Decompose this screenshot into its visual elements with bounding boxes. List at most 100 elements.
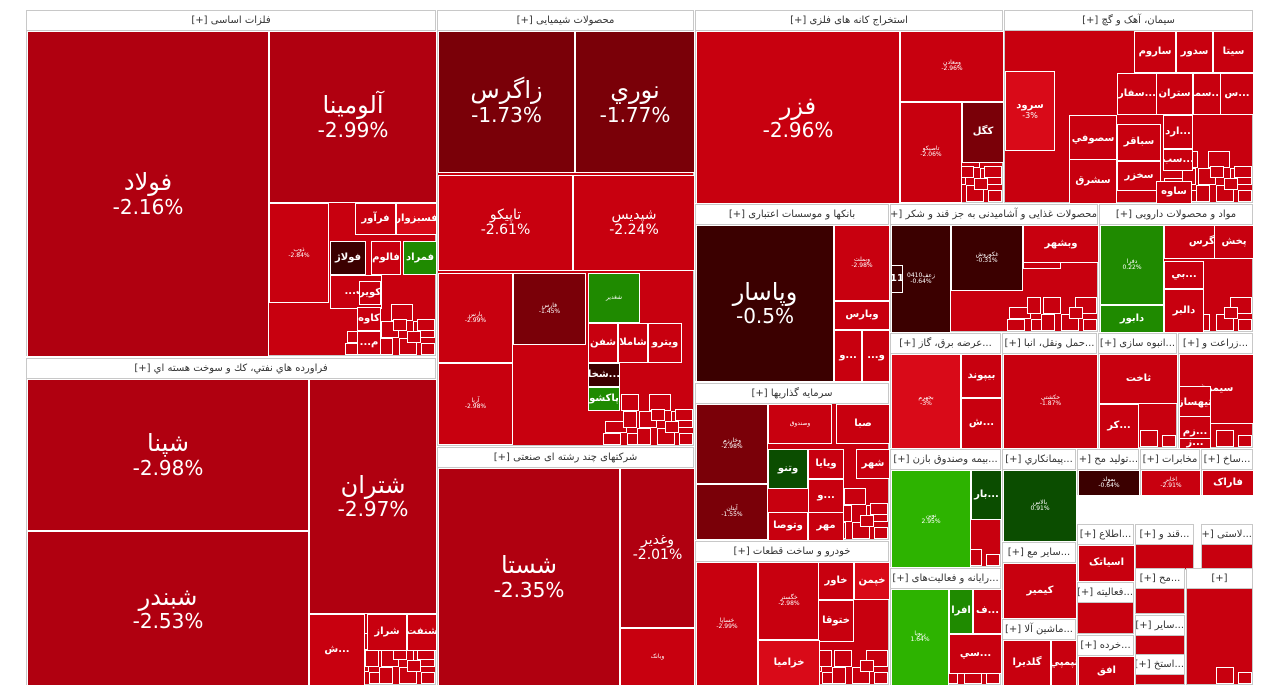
- stock-tile[interactable]: خپمن: [854, 562, 890, 600]
- minor-stock-tile[interactable]: [1043, 297, 1061, 314]
- stock-tile[interactable]: رپویا 1.64%: [891, 589, 949, 686]
- stock-tile[interactable]: فزر -2.96%: [696, 31, 900, 204]
- minor-stock-tile[interactable]: [379, 338, 393, 355]
- stock-tile[interactable]: مهر: [808, 512, 844, 541]
- minor-stock-tile[interactable]: [603, 433, 621, 445]
- minor-stock-tile[interactable]: [1162, 435, 1176, 447]
- sector-header[interactable]: شرکتهای چند رشته ای صنعتی [+]: [438, 448, 693, 468]
- stock-tile[interactable]: سباقر: [1117, 124, 1161, 161]
- stock-tile[interactable]: سدور: [1176, 31, 1213, 73]
- minor-stock-tile[interactable]: [1238, 435, 1252, 447]
- stock-tile[interactable]: شپنا -2.98%: [27, 379, 309, 531]
- minor-stock-tile[interactable]: [1083, 319, 1097, 331]
- stock-tile[interactable]: شاملا: [618, 323, 648, 363]
- stock-tile[interactable]: بالاس 0.91%: [1003, 470, 1077, 542]
- stock-tile[interactable]: ...ش: [961, 398, 1002, 449]
- stock-tile[interactable]: فرآور: [355, 203, 396, 235]
- stock-tile[interactable]: شبندر -2.53%: [27, 531, 309, 686]
- minor-stock-tile[interactable]: [679, 433, 693, 445]
- stock-tile[interactable]: فولاد -2.16%: [27, 31, 269, 357]
- stock-tile[interactable]: غکوروش -0.31%: [951, 225, 1023, 291]
- sector-header[interactable]: ...حمل ونقل، انبا [+]: [1003, 334, 1096, 354]
- stock-tile[interactable]: ...کر: [1099, 404, 1139, 449]
- stock-tile[interactable]: ساوه: [1156, 181, 1192, 204]
- stock-tile[interactable]: ...بار: [971, 470, 1002, 520]
- sector-header[interactable]: ...ساخ [+]: [1202, 450, 1252, 470]
- sector-header[interactable]: محصولات شیمیایی [+]: [438, 11, 693, 31]
- stock-tile[interactable]: شراز: [367, 614, 407, 651]
- minor-stock-tile[interactable]: [874, 672, 888, 684]
- stock-tile[interactable]: دابور: [1100, 305, 1164, 333]
- stock-tile[interactable]: ...س: [1220, 73, 1254, 115]
- minor-stock-tile[interactable]: [844, 488, 866, 505]
- stock-tile[interactable]: بجهرم -3%: [891, 354, 961, 449]
- minor-stock-tile[interactable]: [675, 409, 693, 421]
- minor-stock-tile[interactable]: [623, 411, 637, 428]
- stock-tile[interactable]: وخارزم -2.98%: [696, 404, 768, 484]
- stock-tile[interactable]: افرا: [949, 589, 973, 634]
- minor-stock-tile[interactable]: [818, 650, 832, 667]
- minor-stock-tile[interactable]: [651, 409, 665, 421]
- stock-tile[interactable]: ...و: [834, 330, 862, 382]
- stock-tile[interactable]: تاصیکو -2.06%: [900, 102, 962, 203]
- stock-tile[interactable]: وبشهر: [1023, 225, 1099, 263]
- stock-tile[interactable]: سرود -3%: [1005, 71, 1055, 151]
- stock-tile[interactable]: ...شخا: [588, 363, 620, 387]
- sector-header[interactable]: مخابرات [+]: [1141, 450, 1199, 470]
- sector-header[interactable]: ...تولید مح [+]: [1078, 450, 1138, 470]
- sector-header[interactable]: استخراج کانه های فلزی [+]: [696, 11, 1002, 31]
- stock-tile[interactable]: وبانک: [620, 628, 695, 686]
- stock-tile[interactable]: سشرق: [1069, 159, 1117, 204]
- stock-tile[interactable]: پاکشو: [588, 387, 620, 411]
- stock-tile[interactable]: فالوم: [371, 241, 401, 275]
- stock-tile[interactable]: تاپیکو -2.61%: [438, 175, 573, 271]
- sector-header[interactable]: ...مح [+]: [1136, 569, 1184, 589]
- stock-tile[interactable]: ومعادن -2.96%: [900, 31, 1004, 102]
- sector-header[interactable]: ...انبوه سازی [+]: [1099, 334, 1176, 354]
- stock-tile[interactable]: ...سي: [949, 634, 1002, 674]
- stock-tile[interactable]: سصوفي: [1069, 115, 1117, 163]
- stock-tile[interactable]: شغدیر: [588, 273, 640, 323]
- minor-stock-tile[interactable]: [860, 660, 874, 672]
- stock-tile[interactable]: زاگرس -1.73%: [438, 31, 575, 173]
- sector-header[interactable]: ...سایر مع [+]: [1003, 543, 1075, 563]
- stock-tile[interactable]: دالبر: [1164, 289, 1204, 333]
- stock-tile[interactable]: کویر: [359, 281, 381, 305]
- stock-tile[interactable]: اسیاتک: [1078, 545, 1135, 582]
- stock-tile[interactable]: ...ف: [973, 589, 1002, 634]
- stock-tile[interactable]: فولاژ: [330, 241, 366, 275]
- minor-stock-tile[interactable]: [365, 650, 379, 667]
- sector-header[interactable]: ...پیمانکاري [+]: [1003, 450, 1075, 470]
- minor-stock-tile[interactable]: [1234, 166, 1252, 178]
- stock-tile[interactable]: فمراد: [403, 241, 437, 275]
- minor-stock-tile[interactable]: [1027, 297, 1041, 314]
- stock-tile[interactable]: آپتان -1.55%: [696, 484, 768, 540]
- minor-stock-tile[interactable]: [393, 319, 407, 331]
- sector-header[interactable]: ...استخ [+]: [1136, 655, 1184, 675]
- sector-header[interactable]: [+]: [1187, 569, 1252, 589]
- minor-stock-tile[interactable]: [1007, 319, 1025, 331]
- stock-tile[interactable]: شفن: [588, 323, 618, 363]
- stock-tile[interactable]: وغدیر -2.01%: [620, 468, 695, 628]
- sector-header[interactable]: ...خرده [+]: [1078, 636, 1133, 656]
- sector-header[interactable]: ...سایر [+]: [1136, 616, 1184, 636]
- sector-header[interactable]: فراورده هاي نفتي، كك و سوخت هسته اي [+]: [27, 359, 435, 379]
- minor-stock-tile[interactable]: [832, 667, 846, 684]
- stock-tile[interactable]: وتنو: [768, 449, 808, 489]
- stock-tile[interactable]: نوین 2.95%: [891, 470, 971, 568]
- stock-tile[interactable]: پارس -2.99%: [438, 273, 513, 363]
- stock-tile[interactable]: م...: [357, 331, 381, 355]
- minor-stock-tile[interactable]: [421, 343, 435, 355]
- stock-tile[interactable]: وبارس: [834, 301, 890, 330]
- minor-stock-tile[interactable]: [1196, 185, 1210, 202]
- minor-stock-tile[interactable]: [417, 319, 435, 331]
- stock-tile[interactable]: ذوب -2.84%: [269, 203, 329, 303]
- sector-header[interactable]: ...رایانه و فعالیت‌های [+]: [891, 569, 1000, 589]
- stock-tile[interactable]: تیهساز: [1179, 386, 1211, 420]
- minor-stock-tile[interactable]: [665, 421, 679, 433]
- stock-tile[interactable]: سیتا: [1213, 31, 1254, 73]
- stock-tile[interactable]: صبا: [836, 404, 890, 444]
- stock-tile[interactable]: و...: [862, 330, 890, 382]
- minor-stock-tile[interactable]: [621, 394, 639, 411]
- minor-stock-tile[interactable]: [407, 660, 421, 672]
